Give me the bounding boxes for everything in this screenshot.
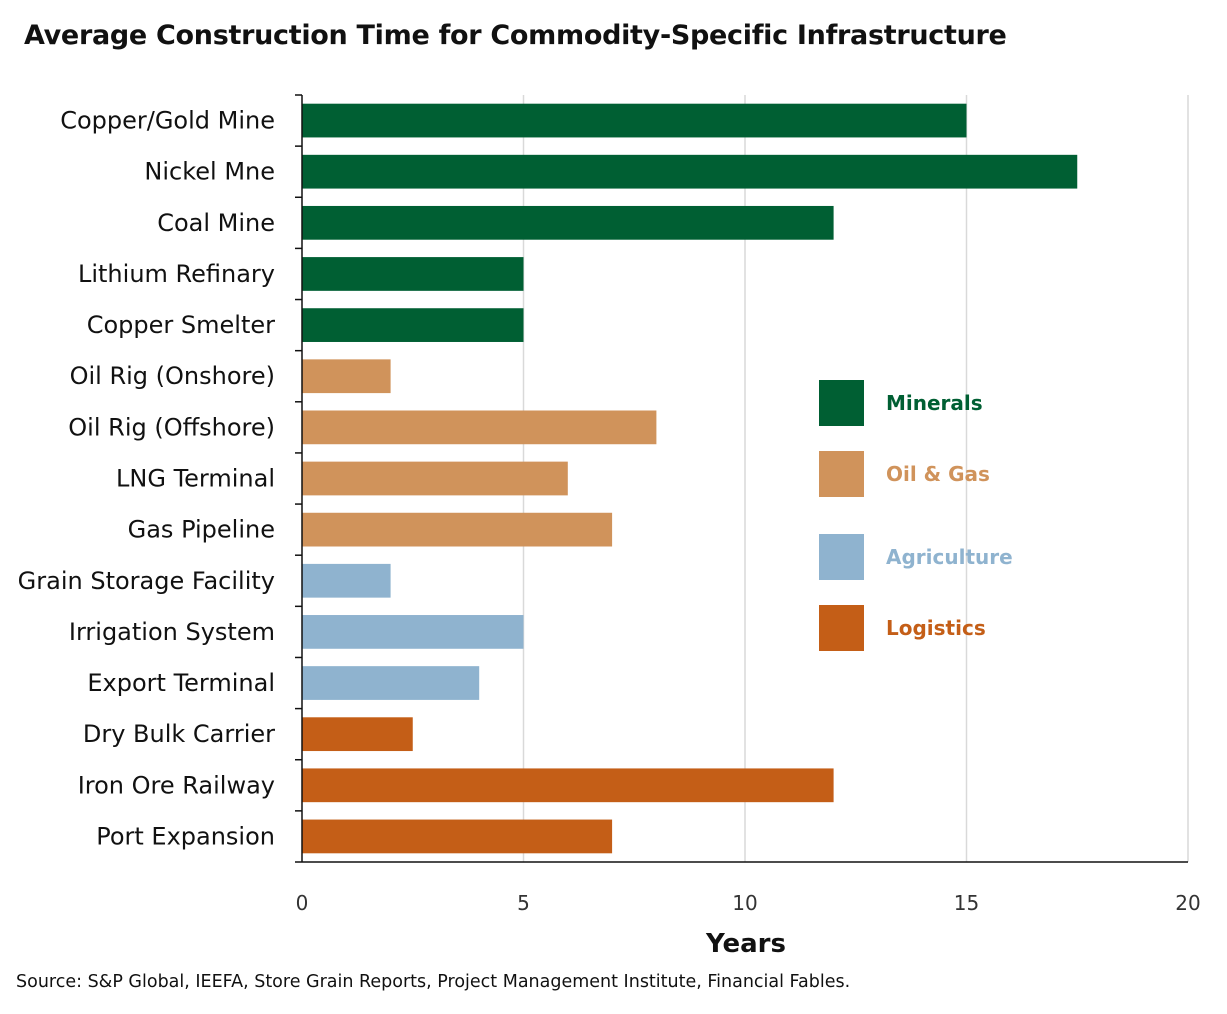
legend-swatch (819, 605, 864, 651)
bar (302, 768, 834, 803)
bar (302, 666, 480, 700)
category-labels: Copper/Gold Mine Nickel Mne Coal Mine Lithi… (18, 107, 275, 851)
bar (302, 461, 568, 496)
axes (295, 94, 1188, 863)
bar (302, 154, 1078, 189)
category-label: Copper Smelter (87, 311, 275, 339)
category-label: Port Expansion (96, 822, 275, 850)
bar (302, 103, 967, 138)
chart-title: Average Construction Time for Commodity-… (24, 20, 1007, 51)
category-label: Lithium Refinary (78, 260, 275, 288)
x-tick-label: 0 (296, 891, 309, 915)
bar (302, 615, 524, 649)
x-tick-label: 20 (1175, 891, 1200, 915)
legend-label: Minerals (886, 391, 983, 415)
x-axis-title: Years (705, 929, 786, 959)
legend-label: Logistics (886, 616, 986, 640)
bar (302, 563, 391, 598)
category-label: Export Terminal (87, 669, 275, 697)
category-label: LNG Terminal (116, 465, 275, 493)
legend-label: Agriculture (886, 545, 1013, 569)
x-tick-labels: 0 5 10 15 20 (296, 891, 1201, 915)
x-tick-label: 5 (517, 891, 530, 915)
legend-swatch (819, 534, 864, 580)
bar (302, 717, 413, 752)
bar (302, 819, 613, 854)
category-label: Irrigation System (69, 618, 275, 646)
category-label: Nickel Mne (144, 158, 275, 186)
x-tick-label: 15 (954, 891, 979, 915)
bar (302, 359, 391, 394)
category-label: Dry Bulk Carrier (83, 720, 275, 748)
category-label: Oil Rig (Offshore) (68, 413, 275, 441)
bars (302, 103, 1078, 854)
bar (302, 410, 657, 445)
legend-swatch (819, 380, 864, 426)
bar-chart: Copper/Gold Mine Nickel Mne Coal Mine Lithi… (18, 94, 1201, 959)
category-label: Coal Mine (157, 209, 275, 237)
bar (302, 308, 524, 342)
x-tick-label: 10 (732, 891, 757, 915)
bar (302, 205, 834, 240)
category-label: Gas Pipeline (128, 516, 275, 544)
legend: Minerals Oil & Gas Agriculture Logistics (819, 380, 1013, 651)
category-label: Copper/Gold Mine (60, 107, 275, 135)
legend-label: Oil & Gas (886, 462, 990, 486)
bar (302, 512, 613, 547)
category-label: Oil Rig (Onshore) (70, 362, 275, 390)
bar (302, 257, 524, 291)
chart-source: Source: S&P Global, IEEFA, Store Grain R… (16, 972, 851, 992)
category-label: Iron Ore Railway (78, 771, 275, 799)
legend-swatch (819, 451, 864, 497)
category-label: Grain Storage Facility (18, 567, 275, 595)
